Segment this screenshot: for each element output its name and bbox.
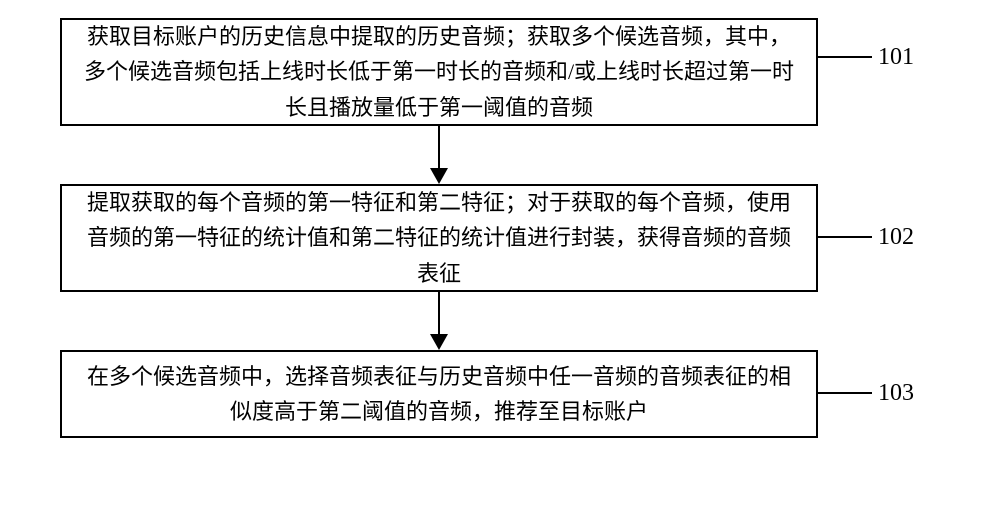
arrow1: [60, 126, 818, 184]
flowchart-container: 获取目标账户的历史信息中提取的历史音频；获取多个候选音频，其中，多个候选音频包括…: [60, 18, 940, 438]
step3-text: 在多个候选音频中，选择音频表征与历史音频中任一音频的音频表征的相似度高于第二阈值…: [82, 359, 796, 429]
step1-box: 获取目标账户的历史信息中提取的历史音频；获取多个候选音频，其中，多个候选音频包括…: [60, 18, 818, 126]
step2-box: 提取获取的每个音频的第一特征和第二特征；对于获取的每个音频，使用音频的第一特征的…: [60, 184, 818, 292]
arrow2-line: [438, 292, 440, 334]
step3-wrapper: 在多个候选音频中，选择音频表征与历史音频中任一音频的音频表征的相似度高于第二阈值…: [60, 350, 818, 438]
arrow2-head: [430, 334, 448, 350]
step1-wrapper: 获取目标账户的历史信息中提取的历史音频；获取多个候选音频，其中，多个候选音频包括…: [60, 18, 818, 126]
step2-label: 102: [878, 224, 914, 251]
arrow1-head: [430, 168, 448, 184]
step2-wrapper: 提取获取的每个音频的第一特征和第二特征；对于获取的每个音频，使用音频的第一特征的…: [60, 184, 818, 292]
arrow1-line: [438, 126, 440, 168]
step3-box: 在多个候选音频中，选择音频表征与历史音频中任一音频的音频表征的相似度高于第二阈值…: [60, 350, 818, 438]
step2-connector: [818, 236, 872, 238]
step2-text: 提取获取的每个音频的第一特征和第二特征；对于获取的每个音频，使用音频的第一特征的…: [82, 185, 796, 291]
step3-label: 103: [878, 380, 914, 407]
step1-text: 获取目标账户的历史信息中提取的历史音频；获取多个候选音频，其中，多个候选音频包括…: [82, 19, 796, 125]
step1-label: 101: [878, 44, 914, 71]
arrow2: [60, 292, 818, 350]
step3-connector: [818, 392, 872, 394]
step1-connector: [818, 56, 872, 58]
